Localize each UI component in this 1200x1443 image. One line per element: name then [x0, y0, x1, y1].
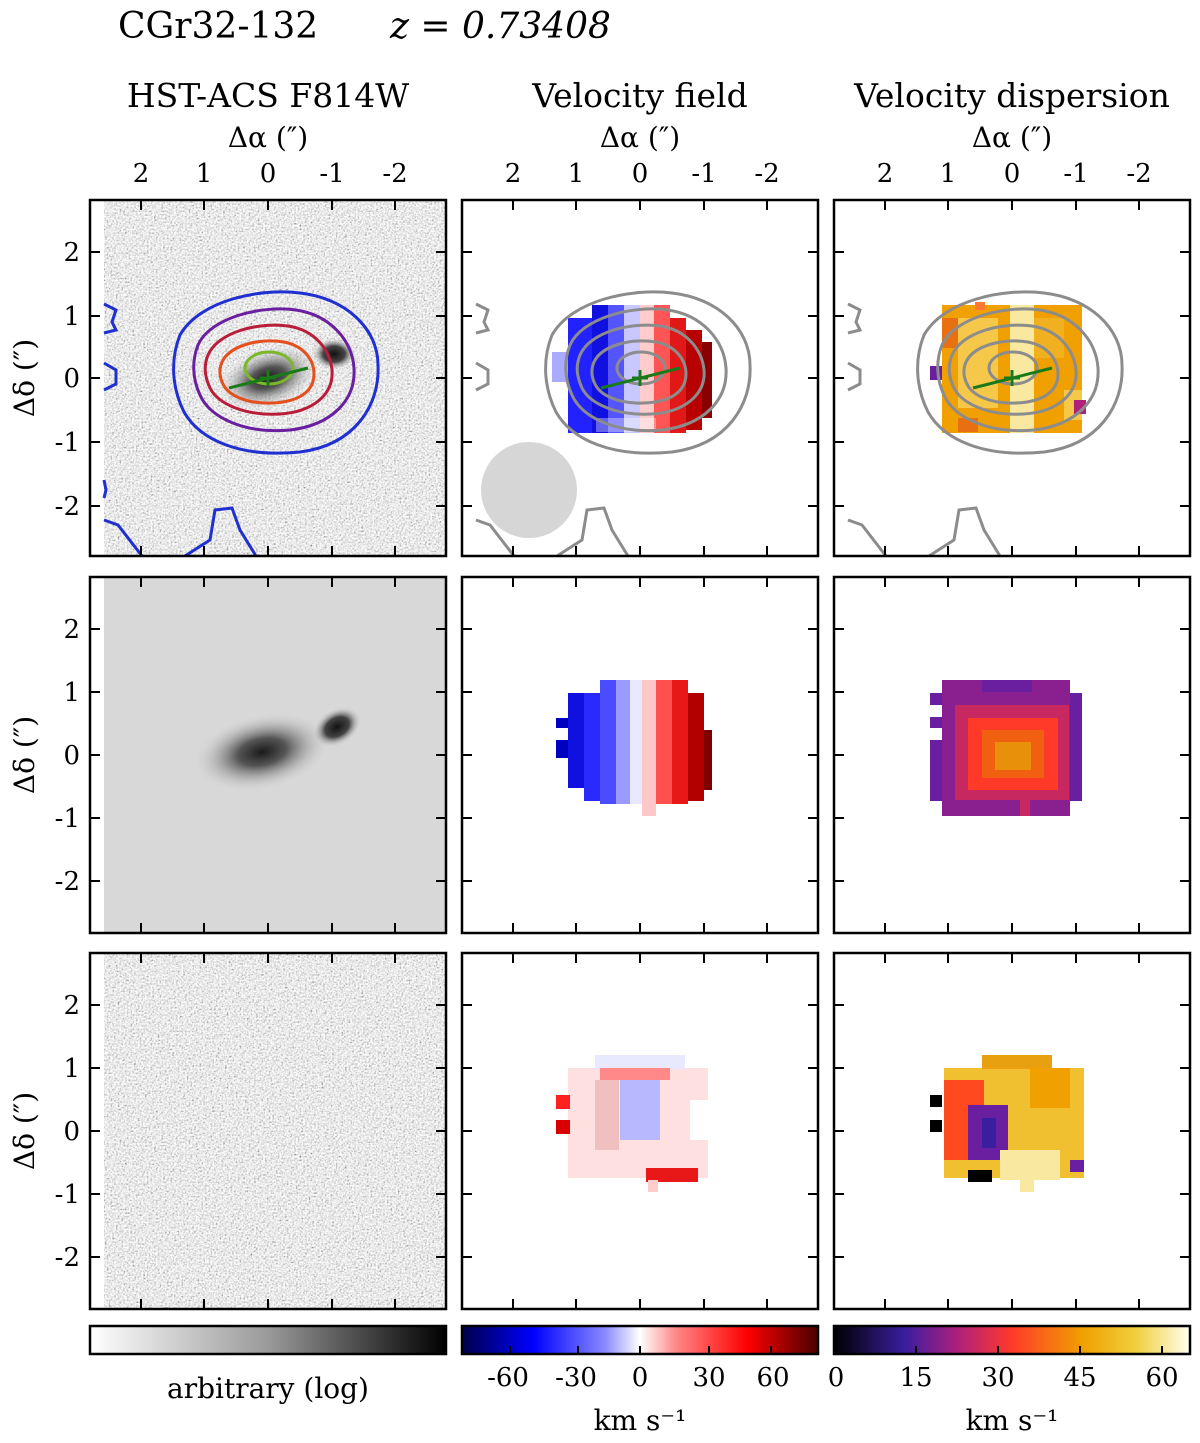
y-tick-label: 1	[63, 1054, 80, 1084]
x-tick-label: -1	[1063, 159, 1088, 189]
panel-velocity-model	[462, 577, 818, 933]
colorbar-tick: 60	[1145, 1363, 1178, 1393]
x-tick-labels-hst: 2 1 0 -1 -2	[133, 159, 408, 189]
panel-dispersion-model	[834, 577, 1190, 933]
x-tick-label: 2	[505, 159, 522, 189]
y-axis-row-1: 2 1 0 -1 -2 Δδ (″)	[8, 238, 80, 522]
colorbar-tick: 0	[828, 1363, 845, 1393]
y-tick-label: -1	[55, 1180, 80, 1210]
y-tick-label: 0	[63, 364, 80, 394]
x-axis-label-hst: Δα (″)	[228, 121, 308, 154]
contour-level-4	[218, 339, 316, 405]
colorbar-label-dispersion: km s⁻¹	[966, 1404, 1059, 1437]
colorbar-tick: -30	[555, 1363, 597, 1393]
y-tick-label: -2	[55, 867, 80, 897]
colorbar-tick: 45	[1063, 1363, 1096, 1393]
x-tick-label: 0	[260, 159, 277, 189]
x-tick-label: -2	[382, 159, 407, 189]
x-tick-label: 0	[632, 159, 649, 189]
x-tick-label: 0	[1004, 159, 1021, 189]
y-tick-label: 2	[63, 238, 80, 268]
colorbar-dispersion: 0 15 30 45 60 km s⁻¹	[828, 1324, 1192, 1437]
x-tick-label: 2	[877, 159, 894, 189]
panel-hst-residual	[90, 953, 446, 1309]
y-tick-label: -1	[55, 428, 80, 458]
x-tick-labels-velocity: 2 1 0 -1 -2	[505, 159, 780, 189]
contour-level-3	[203, 323, 334, 416]
residual-velocity-map	[556, 1055, 708, 1192]
x-axis-label-dispersion: Δα (″)	[972, 121, 1052, 154]
y-axis-row-2: 2 1 0 -1 -2 Δδ (″)	[8, 615, 80, 897]
colorbar-imaging: arbitrary (log)	[88, 1324, 448, 1405]
y-axis-label: Δδ (″)	[8, 339, 41, 417]
object-name: CGr32-132	[118, 6, 318, 47]
panel-velocity-observed	[462, 200, 818, 556]
colorbar-label-velocity: km s⁻¹	[594, 1404, 687, 1437]
panel-hst-observed	[90, 200, 446, 556]
panel-hst-model	[90, 577, 446, 933]
y-tick-label: 1	[63, 302, 80, 332]
column-title-dispersion: Velocity dispersion	[853, 76, 1170, 115]
x-tick-label: -2	[754, 159, 779, 189]
redshift-label: z = 0.73408	[389, 6, 611, 47]
x-tick-label: -1	[319, 159, 344, 189]
colorbar-tick: -60	[487, 1363, 529, 1393]
x-tick-label: -1	[691, 159, 716, 189]
major-ticks	[90, 200, 1190, 1309]
y-tick-label: 1	[63, 678, 80, 708]
column-title-velocity: Velocity field	[531, 76, 747, 115]
y-tick-label: 0	[63, 741, 80, 771]
x-tick-label: -2	[1126, 159, 1151, 189]
velocity-pixel-map	[552, 305, 712, 433]
x-tick-label: 1	[568, 159, 585, 189]
colorbar-velocity: -60 -30 0 30 60 km s⁻¹	[460, 1324, 820, 1437]
y-tick-label: -2	[55, 1243, 80, 1273]
colorbar-tick: 0	[632, 1363, 649, 1393]
y-tick-label: 2	[63, 615, 80, 645]
y-tick-label: -1	[55, 804, 80, 834]
y-axis-label: Δδ (″)	[8, 716, 41, 794]
y-tick-label: 2	[63, 991, 80, 1021]
residual-dispersion-map	[930, 1055, 1084, 1192]
y-axis-label: Δδ (″)	[8, 1092, 41, 1170]
column-title-hst: HST-ACS F814W	[127, 76, 409, 115]
model-dispersion-map	[930, 680, 1082, 816]
panel-dispersion-observed	[834, 200, 1190, 556]
colorbar-tick: 30	[692, 1363, 725, 1393]
model-velocity-map	[556, 680, 712, 816]
flux-contours	[475, 290, 752, 556]
colorbar-tick: 60	[756, 1363, 789, 1393]
psf-disk	[481, 442, 577, 538]
x-tick-label: 1	[940, 159, 957, 189]
y-tick-label: 0	[63, 1117, 80, 1147]
x-tick-labels-dispersion: 2 1 0 -1 -2	[877, 159, 1152, 189]
x-tick-label: 1	[196, 159, 213, 189]
colorbar-tick: 30	[981, 1363, 1014, 1393]
x-tick-label: 2	[133, 159, 150, 189]
panel-velocity-residual	[462, 953, 818, 1309]
panel-dispersion-residual	[834, 953, 1190, 1309]
contour-level-1	[172, 290, 380, 455]
colorbar-label-imaging: arbitrary (log)	[167, 1372, 369, 1405]
x-axis-label-velocity: Δα (″)	[600, 121, 680, 154]
contour-level-2	[192, 307, 356, 433]
colorbar-tick: 15	[899, 1363, 932, 1393]
y-axis-row-3: 2 1 0 -1 -2 Δδ (″)	[8, 991, 80, 1273]
y-tick-label: -2	[55, 492, 80, 522]
